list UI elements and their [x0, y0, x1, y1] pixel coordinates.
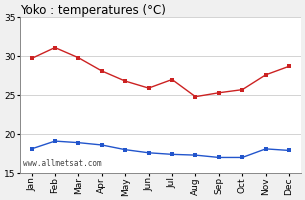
Text: Yoko : temperatures (°C): Yoko : temperatures (°C) — [20, 4, 166, 17]
Text: www.allmetsat.com: www.allmetsat.com — [23, 159, 101, 168]
